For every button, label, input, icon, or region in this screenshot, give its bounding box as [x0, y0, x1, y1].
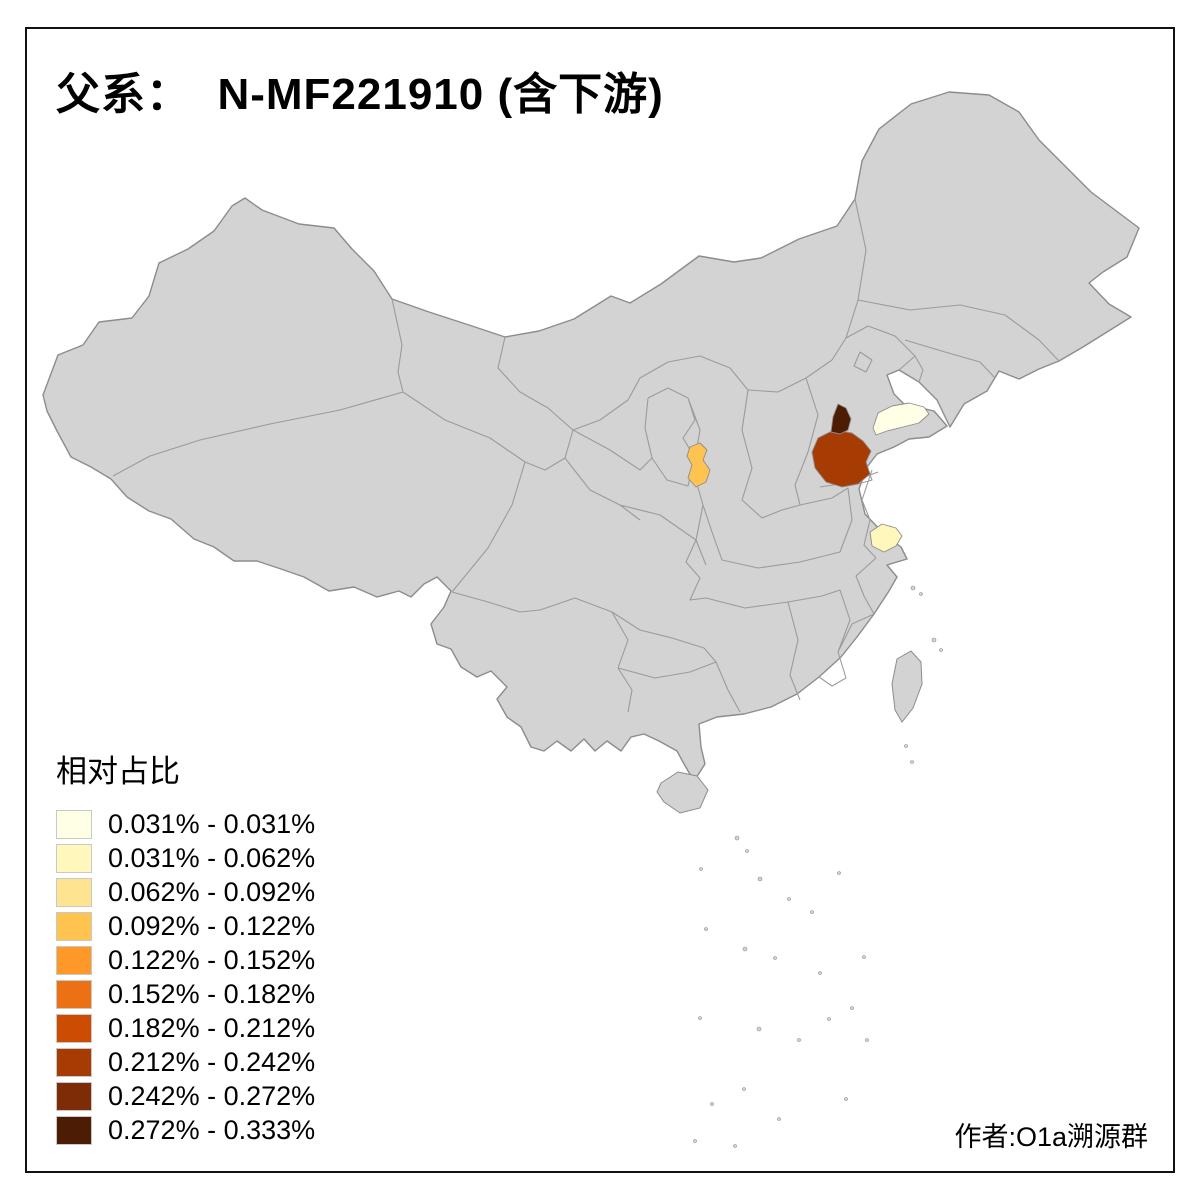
legend-entry: 0.092% - 0.122% [56, 909, 315, 943]
region-shandong-peninsula [872, 402, 930, 436]
south-china-sea-islands [693, 585, 943, 1148]
author-credit: 作者:O1a溯源群 [954, 1122, 1148, 1152]
region-shandong-north [830, 403, 852, 435]
legend-entry: 0.122% - 0.152% [56, 943, 315, 977]
legend-label: 0.182% - 0.212% [108, 1013, 316, 1043]
page-title: 父系： N-MF221910 (含下游) [56, 70, 664, 119]
legend-swatch [56, 1081, 92, 1111]
legend-swatch [56, 843, 92, 873]
legend-entry: 0.031% - 0.031% [56, 807, 315, 841]
region-ningxia-south [686, 442, 711, 488]
legend-label: 0.031% - 0.031% [108, 809, 316, 839]
legend-label: 0.152% - 0.182% [108, 979, 316, 1009]
legend-swatch [56, 877, 92, 907]
legend-label: 0.242% - 0.272% [108, 1081, 316, 1111]
taiwan-island [891, 650, 923, 723]
legend-entry: 0.182% - 0.212% [56, 1011, 315, 1045]
legend-label: 0.122% - 0.152% [108, 945, 316, 975]
legend-label: 0.031% - 0.062% [108, 843, 316, 873]
province-borders [112, 198, 1060, 713]
legend-swatch [56, 911, 92, 941]
legend-title: 相对占比 [56, 754, 180, 789]
legend-entry: 0.031% - 0.062% [56, 841, 315, 875]
legend-swatch [56, 1013, 92, 1043]
legend-label: 0.092% - 0.122% [108, 911, 316, 941]
legend: 相对占比 0.031% - 0.031% 0.031% - 0.062% 0.0… [56, 746, 315, 1147]
legend-label: 0.212% - 0.242% [108, 1047, 316, 1077]
legend-entry: 0.242% - 0.272% [56, 1079, 315, 1113]
legend-entry: 0.062% - 0.092% [56, 875, 315, 909]
legend-entry: 0.272% - 0.333% [56, 1113, 315, 1147]
legend-entry: 0.212% - 0.242% [56, 1045, 315, 1079]
legend-swatch [56, 945, 92, 975]
region-jiangsu-south [869, 523, 903, 553]
hainan-island [656, 771, 709, 814]
legend-swatch [56, 809, 92, 839]
legend-entry: 0.152% - 0.182% [56, 977, 315, 1011]
legend-swatch [56, 1115, 92, 1145]
mainland-china [42, 91, 1140, 782]
legend-swatch [56, 1047, 92, 1077]
legend-label: 0.062% - 0.092% [108, 877, 316, 907]
legend-swatch [56, 979, 92, 1009]
legend-label: 0.272% - 0.333% [108, 1115, 316, 1145]
